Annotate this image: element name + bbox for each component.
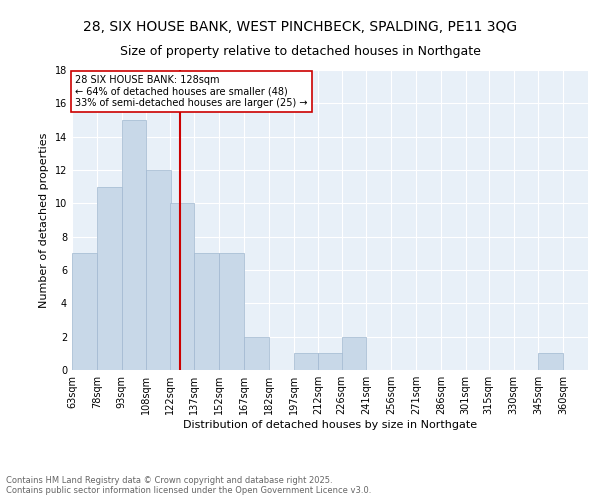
Text: Contains HM Land Registry data © Crown copyright and database right 2025.
Contai: Contains HM Land Registry data © Crown c… [6, 476, 371, 495]
Bar [244, 336, 269, 370]
Y-axis label: Number of detached properties: Number of detached properties [39, 132, 49, 308]
Bar [341, 336, 367, 370]
Text: 28, SIX HOUSE BANK, WEST PINCHBECK, SPALDING, PE11 3QG: 28, SIX HOUSE BANK, WEST PINCHBECK, SPAL… [83, 20, 517, 34]
Text: Size of property relative to detached houses in Northgate: Size of property relative to detached ho… [119, 45, 481, 58]
Bar [146, 170, 171, 370]
Bar [538, 354, 563, 370]
Bar [219, 254, 244, 370]
Bar [293, 354, 319, 370]
Bar [97, 186, 122, 370]
Bar [72, 254, 97, 370]
Bar [122, 120, 146, 370]
X-axis label: Distribution of detached houses by size in Northgate: Distribution of detached houses by size … [183, 420, 477, 430]
Text: 28 SIX HOUSE BANK: 128sqm
← 64% of detached houses are smaller (48)
33% of semi-: 28 SIX HOUSE BANK: 128sqm ← 64% of detac… [76, 75, 308, 108]
Bar [194, 254, 219, 370]
Bar [170, 204, 194, 370]
Bar [319, 354, 343, 370]
